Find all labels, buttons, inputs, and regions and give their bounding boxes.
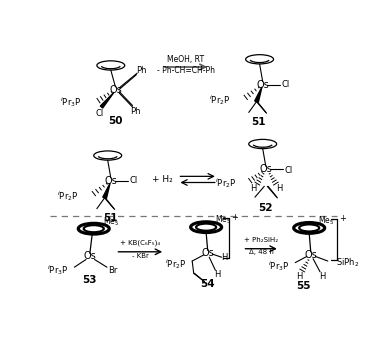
Text: Os: Os bbox=[259, 164, 272, 174]
Text: Os: Os bbox=[201, 249, 214, 258]
Text: Me$_5$: Me$_5$ bbox=[319, 215, 335, 227]
Text: Me$_5$: Me$_5$ bbox=[215, 214, 232, 227]
Text: Ph: Ph bbox=[136, 66, 147, 74]
Text: Os: Os bbox=[84, 251, 96, 262]
Text: Cl: Cl bbox=[285, 167, 293, 175]
Text: $^i$Pr$_2$P: $^i$Pr$_2$P bbox=[215, 176, 236, 190]
Text: 51: 51 bbox=[252, 117, 266, 127]
Text: +: + bbox=[339, 214, 346, 223]
Text: H: H bbox=[296, 272, 302, 281]
Text: Me$_5$: Me$_5$ bbox=[103, 216, 119, 228]
Text: $^i$Pr$_2$P: $^i$Pr$_2$P bbox=[209, 93, 230, 107]
Text: 52: 52 bbox=[259, 203, 273, 213]
Text: H: H bbox=[215, 270, 221, 279]
Text: 53: 53 bbox=[83, 275, 97, 285]
Text: +: + bbox=[231, 214, 238, 222]
Text: Os: Os bbox=[104, 176, 117, 186]
Text: $^i$Pr$_2$P: $^i$Pr$_2$P bbox=[164, 257, 186, 271]
Text: + Ph₂SiH₂: + Ph₂SiH₂ bbox=[244, 237, 278, 243]
Text: $^i$Pr$_3$P: $^i$Pr$_3$P bbox=[60, 95, 81, 109]
Text: 51: 51 bbox=[104, 213, 118, 223]
Text: SiPh$_2$: SiPh$_2$ bbox=[336, 256, 359, 269]
Text: H: H bbox=[250, 184, 257, 193]
Text: Os: Os bbox=[109, 85, 122, 95]
Text: + KB(C₆F₅)₄: + KB(C₆F₅)₄ bbox=[120, 239, 160, 246]
Text: Os: Os bbox=[304, 250, 317, 260]
Text: H: H bbox=[277, 184, 283, 193]
Text: + H₂: + H₂ bbox=[152, 175, 172, 184]
Text: - KBr: - KBr bbox=[132, 253, 149, 259]
Text: $^i$Pr$_3$P: $^i$Pr$_3$P bbox=[268, 259, 289, 273]
Text: $^i$Pr$_2$P: $^i$Pr$_2$P bbox=[57, 190, 78, 203]
Text: Δ, 48 h: Δ, 48 h bbox=[249, 249, 274, 255]
Text: Cl: Cl bbox=[282, 80, 290, 89]
Text: Cl: Cl bbox=[95, 109, 103, 118]
Text: - Ph-CH=CH-Ph: - Ph-CH=CH-Ph bbox=[157, 66, 215, 74]
Text: Cl: Cl bbox=[130, 176, 138, 185]
Text: Br: Br bbox=[108, 266, 118, 275]
Text: MeOH, RT: MeOH, RT bbox=[167, 55, 204, 64]
Text: $^i$Pr$_3$P: $^i$Pr$_3$P bbox=[47, 263, 68, 277]
Polygon shape bbox=[255, 87, 262, 102]
Text: H: H bbox=[319, 272, 325, 281]
Polygon shape bbox=[103, 183, 110, 199]
Text: Ph: Ph bbox=[130, 107, 141, 116]
Text: Os: Os bbox=[256, 80, 269, 90]
Polygon shape bbox=[100, 92, 114, 108]
Text: 50: 50 bbox=[108, 116, 123, 126]
Text: H: H bbox=[222, 253, 228, 262]
Text: 54: 54 bbox=[200, 279, 215, 289]
Text: 55: 55 bbox=[296, 281, 310, 291]
